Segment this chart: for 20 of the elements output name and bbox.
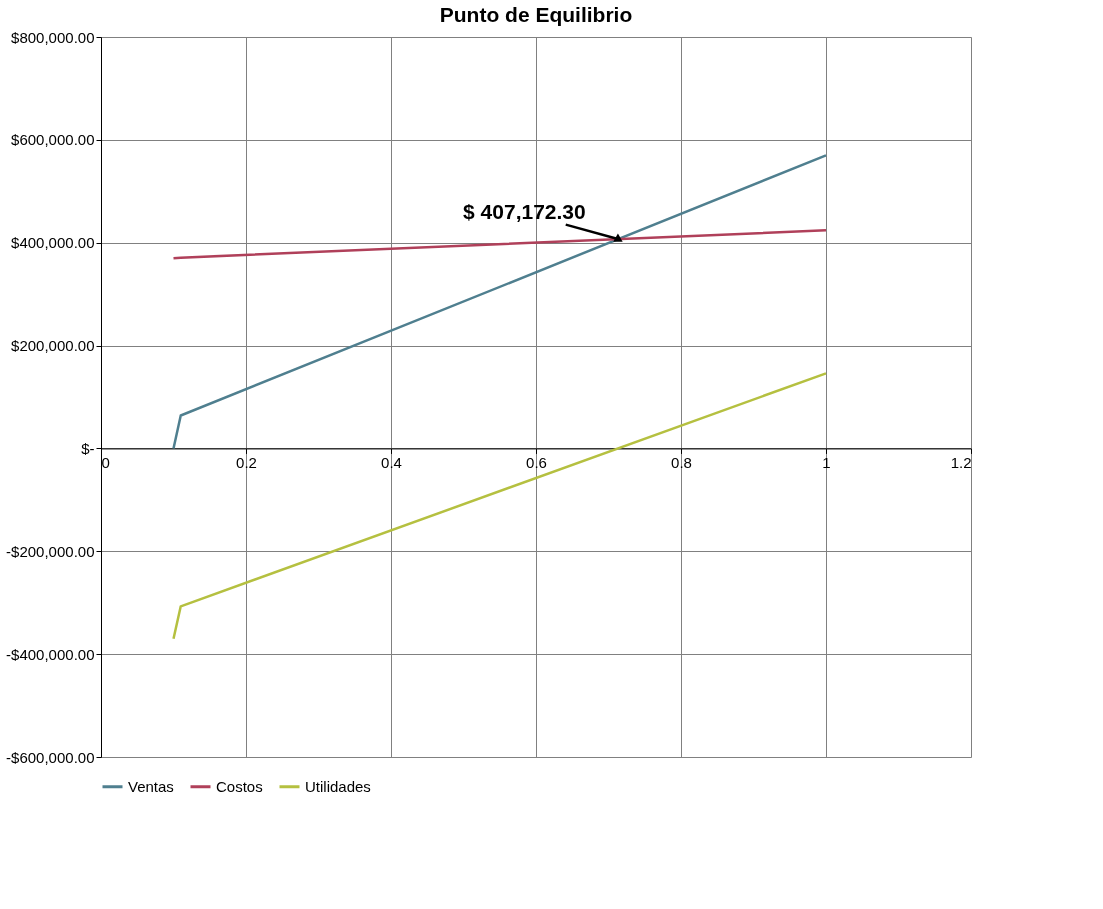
annotation: $ 407,172.30 bbox=[463, 199, 586, 223]
x-tick-label: 0 bbox=[101, 453, 110, 471]
x-tick-label: 0.6 bbox=[526, 453, 547, 471]
legend-label: Utilidades bbox=[305, 777, 371, 795]
x-tick-label: 0.4 bbox=[381, 453, 402, 471]
y-tick-label: $800,000.00 bbox=[11, 28, 95, 46]
y-tick-label: $400,000.00 bbox=[11, 234, 95, 252]
x-tick-label: 0.2 bbox=[236, 453, 257, 471]
y-tick-label: $600,000.00 bbox=[11, 131, 95, 149]
x-tick-label: 1.2 bbox=[950, 453, 972, 471]
legend-label: Ventas bbox=[128, 777, 174, 795]
y-tick-label: $- bbox=[81, 439, 95, 457]
y-tick-label: -$200,000.00 bbox=[6, 542, 95, 560]
y-tick-label: -$400,000.00 bbox=[6, 645, 95, 663]
x-tick-label: 0.8 bbox=[671, 453, 692, 471]
chart-title: Punto de Equilibrio bbox=[439, 3, 633, 26]
x-tick-label: 1 bbox=[822, 453, 831, 471]
y-tick-label: $200,000.00 bbox=[11, 337, 95, 355]
legend-label: Costos bbox=[216, 777, 263, 795]
y-tick-label: -$600,000.00 bbox=[6, 748, 95, 766]
